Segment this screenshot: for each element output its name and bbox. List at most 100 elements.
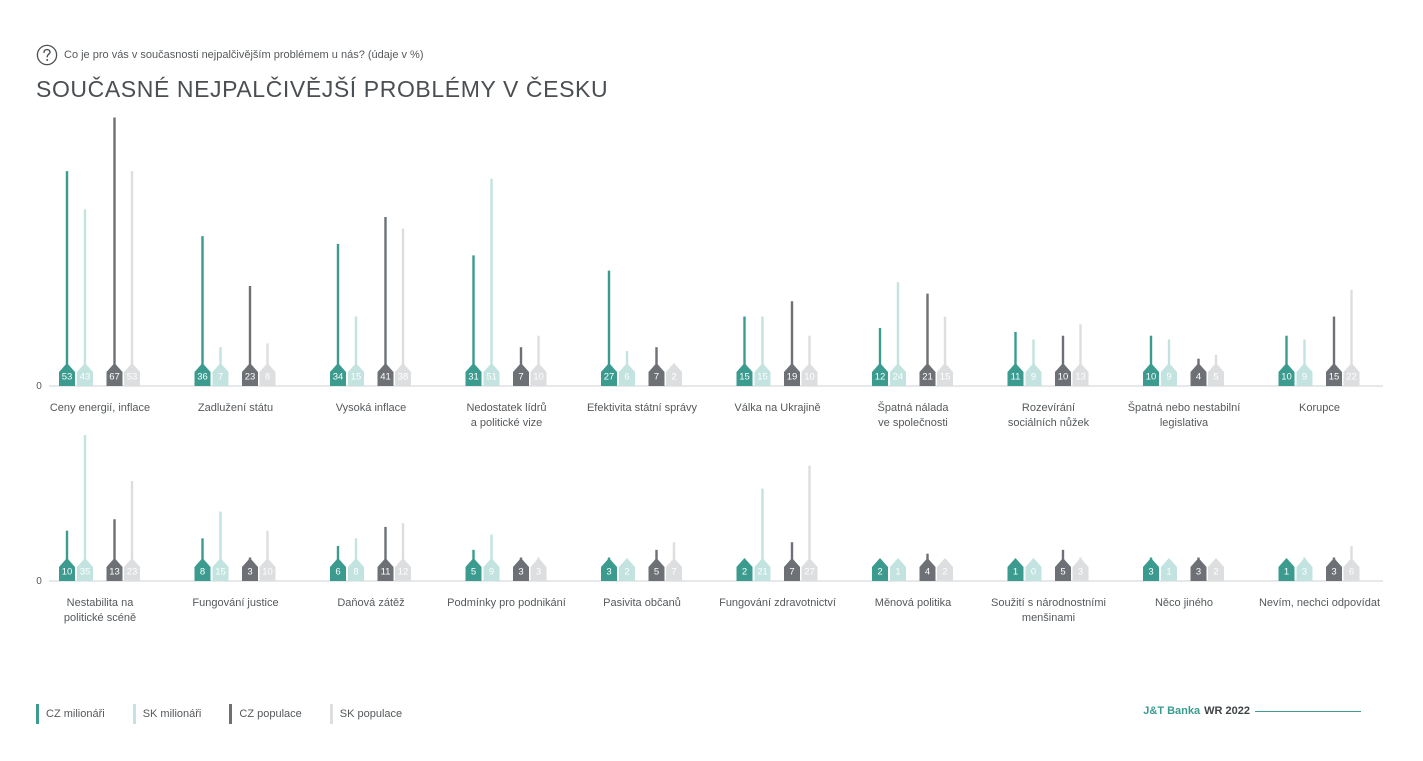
- brand-report: WR 2022: [1204, 705, 1250, 717]
- brand-footer: J&T Banka WR 2022: [1143, 705, 1361, 717]
- value-marker: [212, 558, 229, 581]
- data-label: 3: [518, 567, 523, 578]
- data-label: 3: [247, 567, 252, 578]
- category-label: a politické vize: [471, 417, 543, 429]
- data-label: 10: [1281, 372, 1292, 383]
- data-label: 6: [335, 567, 340, 578]
- data-label: 3: [1196, 567, 1201, 578]
- value-marker: [377, 558, 394, 581]
- data-label: 3: [1302, 567, 1307, 578]
- value-marker: [619, 363, 635, 386]
- data-label: 43: [80, 372, 91, 383]
- value-marker: [530, 558, 547, 581]
- data-label: 2: [624, 567, 629, 578]
- value-marker: [1326, 558, 1342, 581]
- data-label: 27: [604, 372, 615, 383]
- category-label: Zadlužení státu: [198, 402, 273, 414]
- data-label: 10: [1146, 372, 1157, 383]
- data-label: 15: [215, 567, 226, 578]
- data-label: 67: [109, 372, 120, 383]
- data-label: 15: [1329, 372, 1340, 383]
- data-label: 12: [875, 372, 886, 383]
- category-label: Válka na Ukrajině: [734, 402, 820, 414]
- data-label: 35: [80, 567, 91, 578]
- value-marker: [106, 363, 123, 386]
- value-marker: [106, 558, 123, 581]
- category-label: Špatná nálada: [878, 401, 950, 414]
- value-marker: [1190, 558, 1207, 581]
- value-marker: [1296, 363, 1313, 386]
- legend-item-cz-millionaires: CZ milionáři: [36, 704, 105, 724]
- value-marker: [194, 363, 211, 386]
- data-label: 15: [757, 372, 768, 383]
- data-label: 27: [804, 567, 815, 578]
- value-marker: [648, 363, 665, 386]
- category-label: Daňová zátěž: [337, 597, 404, 609]
- data-label: 3: [1078, 567, 1083, 578]
- category-label: Vysoká inflace: [336, 402, 407, 414]
- data-label: 4: [925, 567, 930, 578]
- legend-label: SK milionáři: [142, 708, 202, 720]
- value-marker: [59, 558, 75, 581]
- category-label: Podmínky pro podnikání: [447, 597, 566, 609]
- value-marker: [1025, 363, 1042, 386]
- category-label: ve společnosti: [878, 417, 948, 429]
- data-label: 8: [200, 567, 205, 578]
- data-label: 9: [1031, 372, 1036, 383]
- data-label: 51: [486, 372, 497, 383]
- value-marker: [754, 558, 771, 581]
- data-label: 9: [1302, 372, 1307, 383]
- category-label: politické scéně: [64, 612, 136, 624]
- value-marker: [483, 363, 500, 386]
- value-marker: [530, 363, 547, 386]
- data-label: 8: [265, 372, 270, 383]
- legend-item-sk-population: SK populace: [329, 704, 403, 724]
- value-marker: [124, 363, 140, 386]
- data-label: 1: [1284, 567, 1289, 578]
- category-label: Ceny energií, inflace: [50, 402, 150, 414]
- category-label: Korupce: [1299, 402, 1340, 414]
- category-label: Rozevírání: [1022, 402, 1075, 414]
- data-label: 34: [333, 372, 344, 383]
- value-marker: [666, 558, 682, 581]
- value-marker: [242, 363, 258, 386]
- legend-swatch: [36, 704, 39, 724]
- value-marker: [601, 558, 617, 581]
- value-marker: [1143, 363, 1159, 386]
- value-marker: [801, 363, 818, 386]
- data-label: 3: [606, 567, 611, 578]
- category-label: Měnová politika: [875, 597, 952, 609]
- question-line: Co je pro vás v současnosti nejpalčivějš…: [36, 44, 424, 66]
- value-marker: [937, 363, 953, 386]
- value-marker: [1007, 558, 1024, 581]
- data-label: 53: [62, 372, 73, 383]
- question-text: Co je pro vás v současnosti nejpalčivějš…: [64, 49, 424, 61]
- legend-swatch: [229, 704, 233, 724]
- value-marker: [872, 363, 888, 386]
- legend-label: SK populace: [339, 708, 403, 720]
- data-label: 13: [109, 567, 120, 578]
- value-marker: [124, 558, 140, 581]
- data-label: 38: [398, 372, 409, 383]
- value-marker: [330, 558, 346, 581]
- value-marker: [890, 558, 906, 581]
- chart-title: SOUČASNÉ NEJPALČIVĚJŠÍ PROBLÉMY V ČESKU: [36, 76, 609, 102]
- value-marker: [395, 558, 411, 581]
- value-marker: [736, 363, 753, 386]
- value-marker: [1296, 558, 1313, 581]
- value-marker: [754, 363, 771, 386]
- data-label: 31: [468, 372, 479, 383]
- value-marker: [1190, 363, 1207, 386]
- legend-label: CZ milionáři: [46, 708, 105, 720]
- data-label: 9: [1166, 372, 1171, 383]
- category-label: Něco jiného: [1155, 597, 1213, 609]
- value-marker: [1343, 558, 1360, 581]
- value-marker: [348, 558, 364, 581]
- category-label: menšinami: [1022, 612, 1075, 624]
- legend: CZ milionáři SK milionáři CZ populace SK…: [36, 704, 430, 724]
- value-marker: [259, 363, 276, 386]
- data-label: 1: [1013, 567, 1018, 578]
- value-marker: [736, 558, 753, 581]
- value-marker: [1072, 558, 1089, 581]
